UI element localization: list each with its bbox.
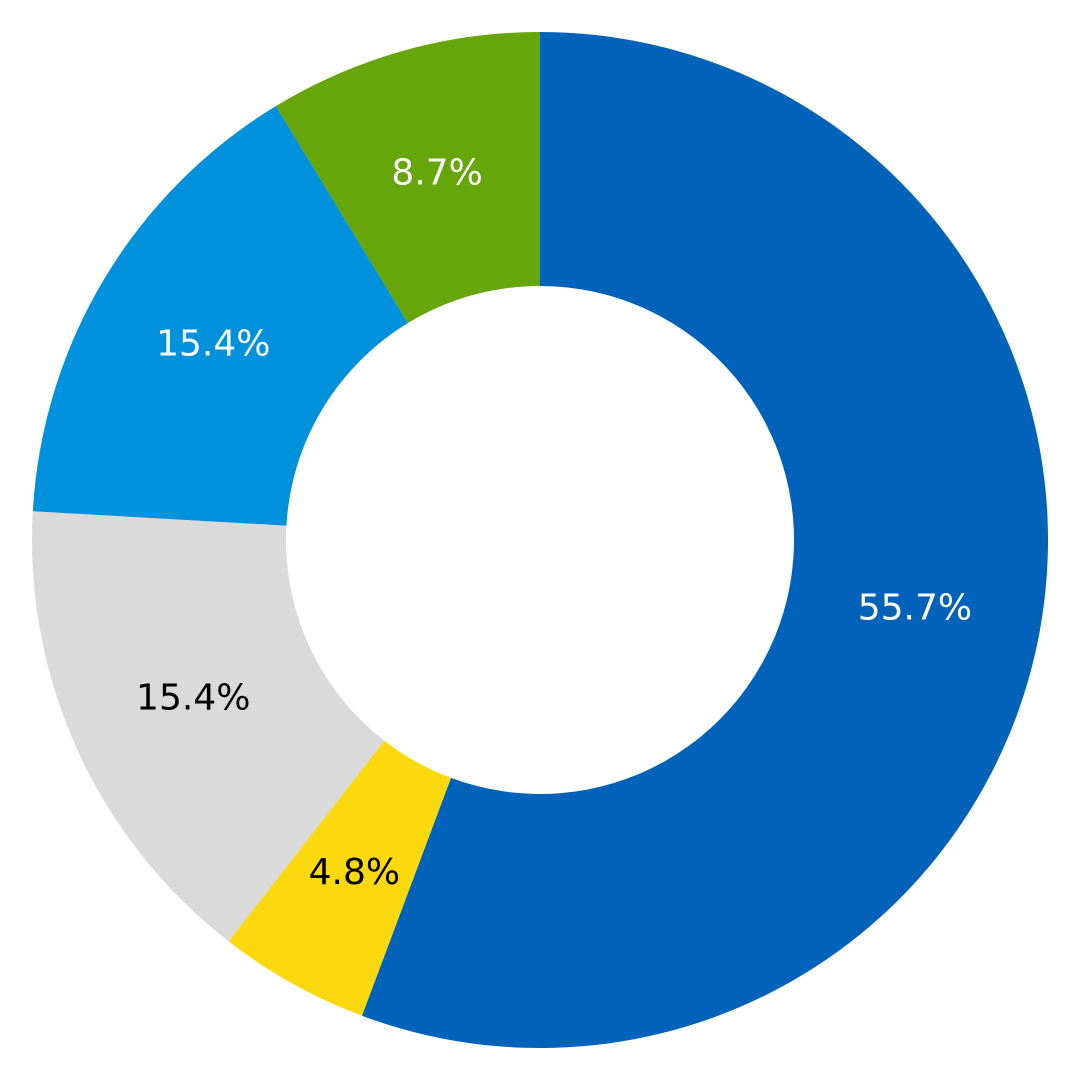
slice-label-2: 4.8%	[309, 852, 400, 893]
donut-slice-5	[275, 31, 540, 324]
slice-label-5: 8.7%	[391, 153, 482, 194]
donut-slice-2	[228, 740, 451, 1016]
labels-group: 55.7% 4.8% 15.4% 15.4% 8.7%	[136, 153, 972, 894]
slice-label-4: 15.4%	[156, 323, 270, 364]
slices-group	[31, 31, 1049, 1048]
donut-slice-3	[31, 511, 385, 942]
slice-label-3: 15.4%	[136, 677, 250, 718]
donut-slice-4	[32, 106, 408, 526]
donut-slice-1	[361, 32, 1049, 1048]
slice-label-1: 55.7%	[858, 587, 972, 628]
